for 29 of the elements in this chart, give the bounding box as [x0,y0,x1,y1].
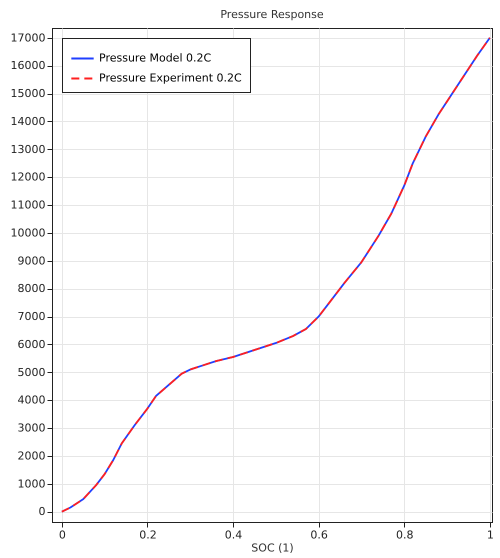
y-tick-label: 9000 [18,254,46,268]
chart-title: Pressure Response [220,8,324,21]
y-tick-label: 16000 [10,59,46,72]
y-tick-label: 15000 [10,87,46,100]
y-tick-label: 11000 [10,198,46,212]
legend-label: Pressure Model 0.2C [99,52,212,64]
y-tick-label: 2000 [18,449,46,462]
y-tick-label: 6000 [18,338,46,351]
x-tick-label: 0.6 [310,528,328,542]
y-tick-label: 7000 [18,310,46,324]
y-tick-label: 17000 [10,31,46,44]
y-tick-label: 5000 [18,366,46,379]
x-tick-label: 0 [58,528,66,542]
y-tick-label: 8000 [18,282,46,296]
y-tick-label: 12000 [10,170,46,184]
x-tick-label: 0.2 [139,528,157,542]
y-tick-label: 4000 [18,394,46,407]
y-tick-label: 1000 [18,477,46,490]
x-tick-label: 0.4 [224,528,242,542]
legend-label: Pressure Experiment 0.2C [99,72,242,84]
y-tick-label: 3000 [18,422,46,435]
line-series [60,36,491,513]
y-tick-label: 14000 [10,114,46,128]
x-axis-title: SOC (1) [251,542,294,554]
y-tick-label: 10000 [10,226,46,240]
x-tick-label: 1 [486,528,494,542]
y-tick-label: 0 [38,505,46,518]
x-tick-label: 0.8 [396,528,414,542]
y-tick-label: 13000 [10,142,46,156]
